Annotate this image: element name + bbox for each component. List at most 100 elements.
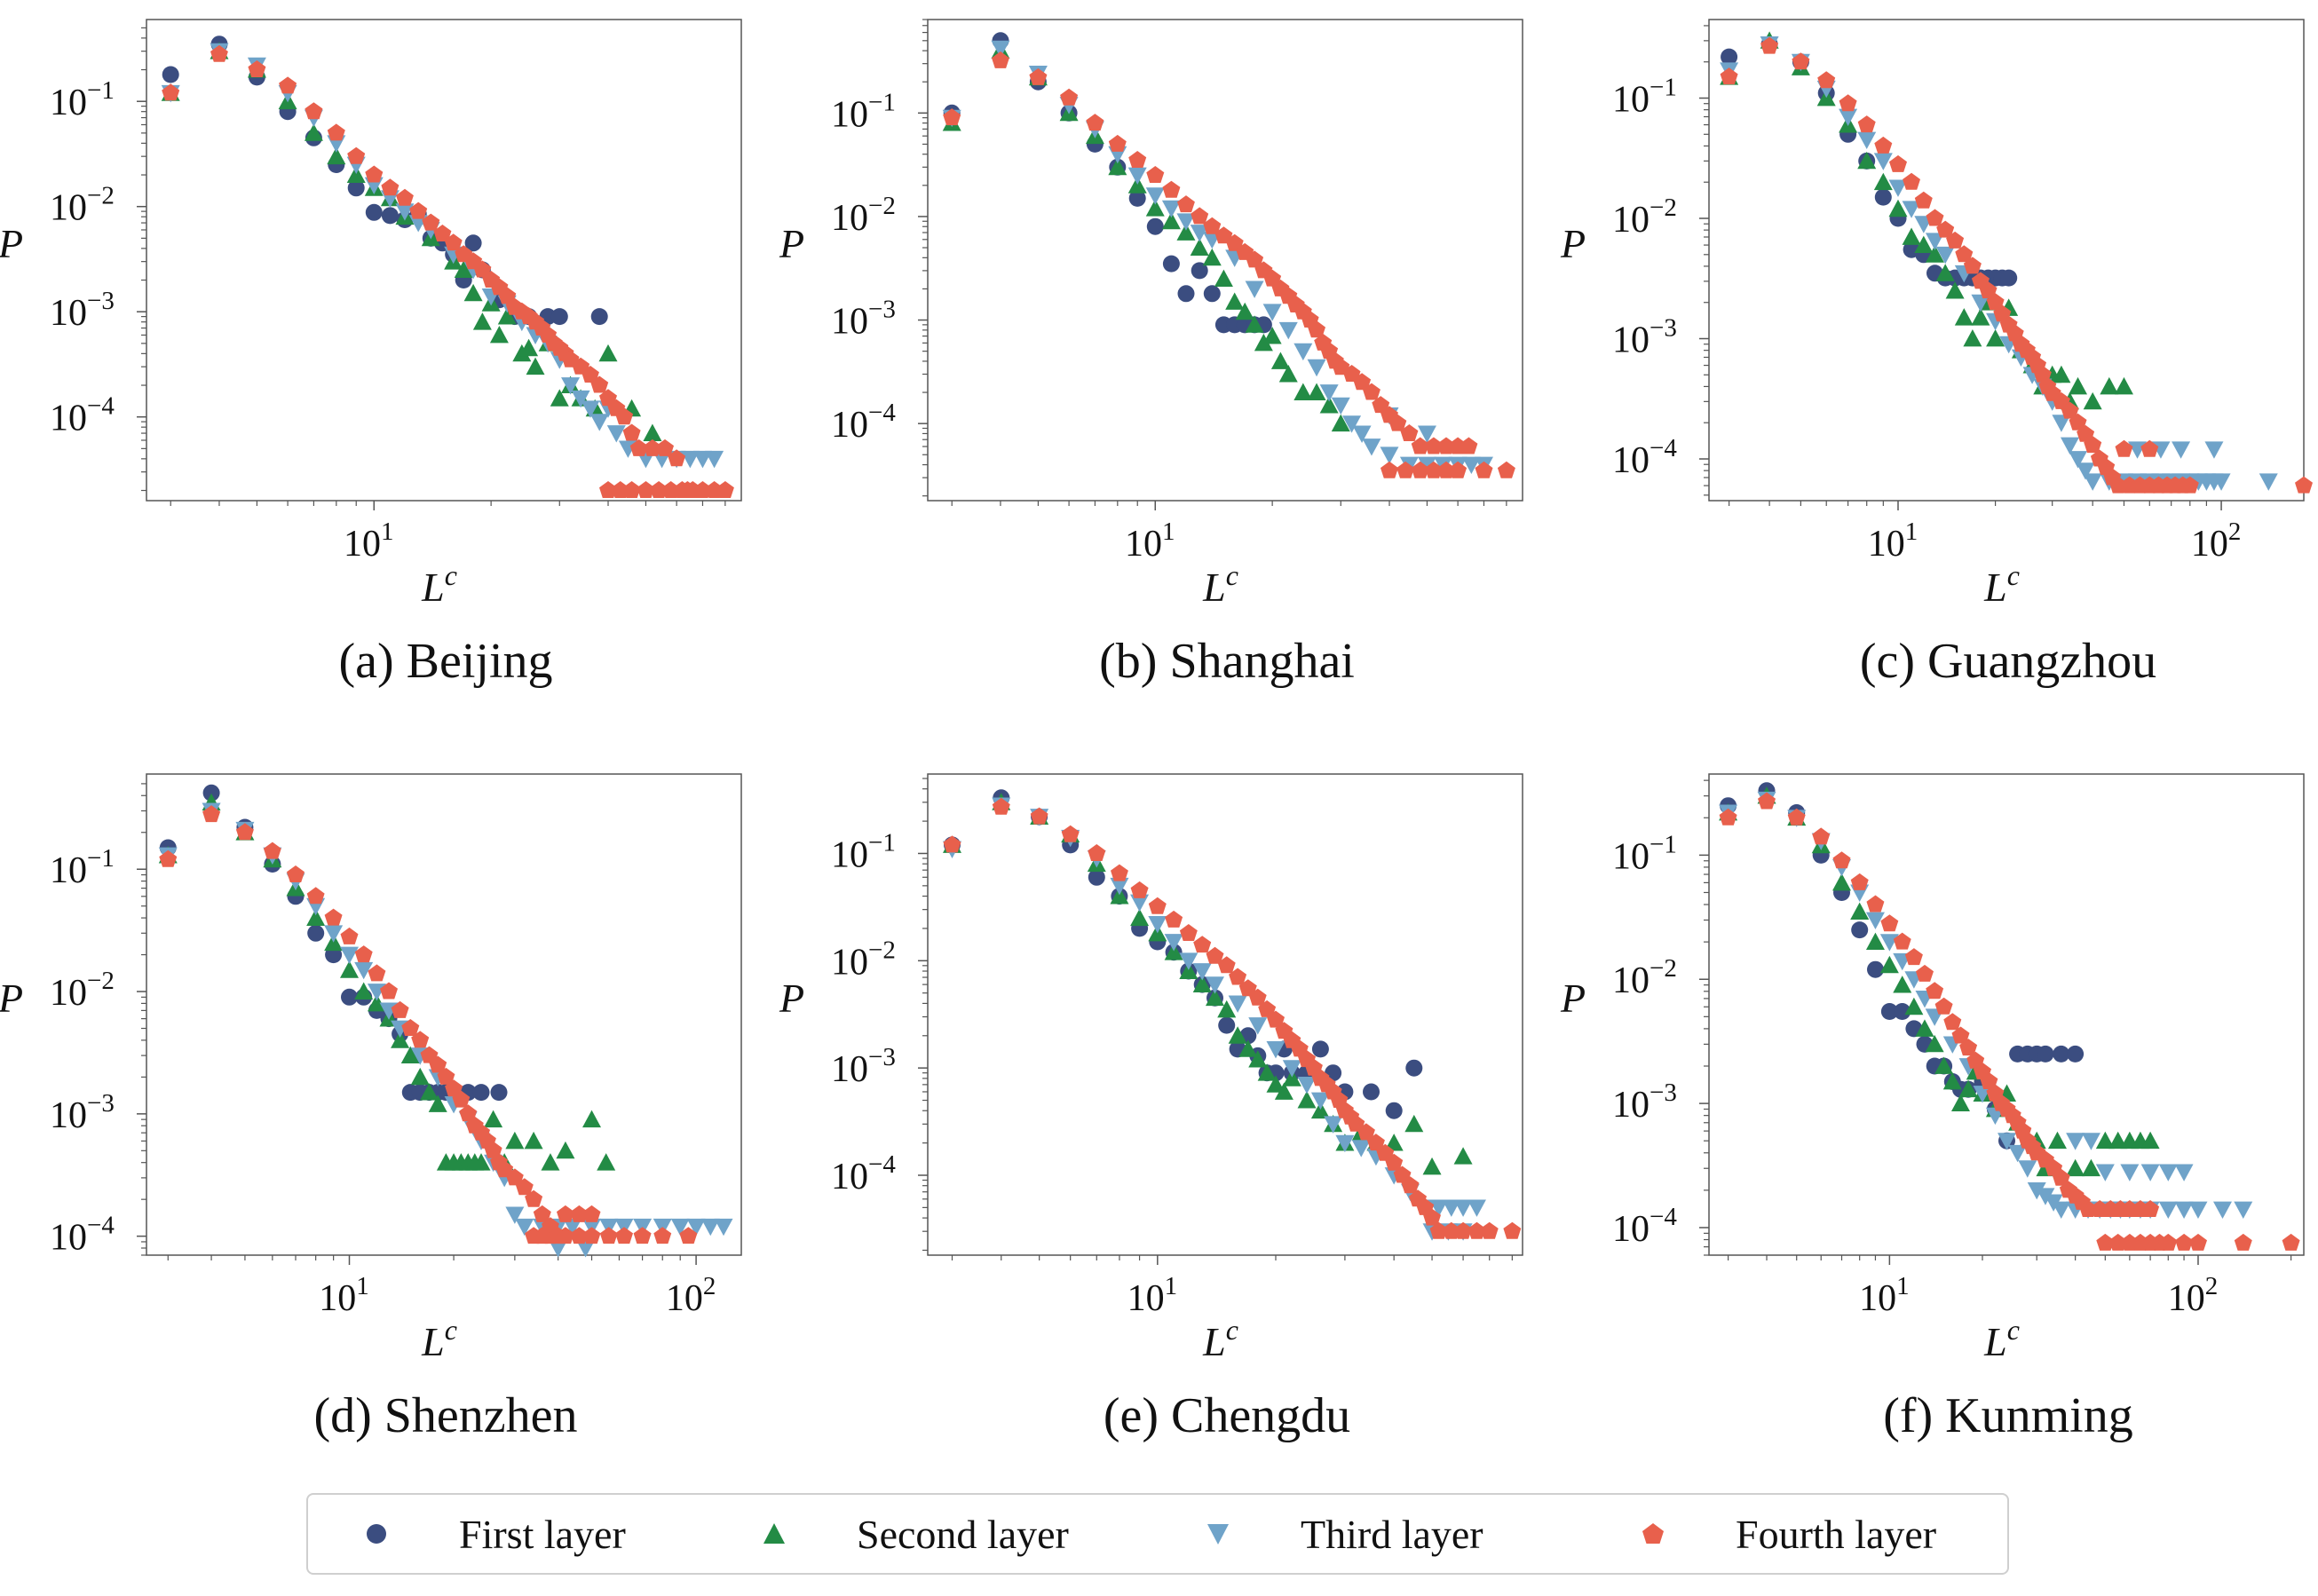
point-second	[1164, 943, 1183, 960]
x-axis-label: Lc	[421, 1314, 457, 1364]
point-fourth	[599, 1227, 618, 1244]
point-second	[2114, 376, 2133, 395]
plot-frame-shanghai	[927, 19, 1523, 502]
point-fourth	[570, 1227, 589, 1244]
point-fourth	[1839, 94, 1857, 112]
point-fourth	[1758, 792, 1776, 810]
legend-label-fourth: Fourth layer	[1736, 1511, 1937, 1557]
point-fourth	[2175, 1233, 2194, 1251]
caption-kunming: (f) Kunming	[1883, 1388, 2133, 1443]
point-second	[1110, 887, 1129, 905]
point-second	[1130, 908, 1150, 927]
point-second	[1274, 1082, 1293, 1100]
point-fourth	[582, 1205, 601, 1222]
x-tick-label: 101	[1868, 518, 1918, 565]
point-second	[1278, 365, 1298, 383]
point-third	[1297, 1076, 1317, 1094]
point-fourth	[1955, 245, 1974, 263]
point-third	[2259, 473, 2278, 491]
y-tick-label: 10−1	[50, 844, 115, 891]
point-fourth	[1850, 873, 1869, 890]
point-third	[2140, 1164, 2160, 1181]
point-fourth	[643, 439, 661, 456]
point-fourth	[162, 83, 180, 101]
point-fourth	[498, 287, 517, 304]
series-fourth-shenzhen	[159, 805, 698, 1244]
point-first	[1203, 285, 1221, 303]
point-first	[472, 1084, 490, 1102]
point-third	[549, 1240, 568, 1258]
point-second	[1176, 223, 1196, 241]
legend-label-third: Third layer	[1301, 1511, 1483, 1557]
point-fourth	[1437, 461, 1455, 478]
point-third	[1973, 1086, 1992, 1103]
point-second	[582, 1110, 602, 1128]
point-fourth	[1366, 1134, 1385, 1151]
point-second	[2081, 1158, 2100, 1177]
panel-guangzhou: 101 102 10−1 10−2 10−3 10−4 Lc P	[1560, 19, 2313, 610]
point-second	[346, 165, 366, 183]
point-first	[2037, 1045, 2054, 1063]
point-second	[2140, 1131, 2160, 1150]
point-fourth	[2159, 1233, 2178, 1251]
point-fourth	[279, 76, 297, 94]
point-second	[1986, 329, 2006, 347]
point-fourth	[1393, 1165, 1412, 1183]
point-third	[2212, 1201, 2232, 1220]
point-fourth	[1381, 461, 1398, 478]
point-third	[991, 40, 1010, 59]
point-third	[680, 450, 700, 469]
caption-chengdu: (e) Chengdu	[1103, 1388, 1351, 1443]
point-fourth	[1424, 437, 1443, 454]
series-second-shanghai	[942, 41, 1350, 432]
point-third	[354, 961, 374, 980]
series-first-beijing	[162, 36, 608, 326]
point-third	[1998, 1133, 2017, 1150]
point-fourth	[557, 1227, 574, 1244]
point-third	[1278, 321, 1298, 340]
point-fourth	[235, 823, 254, 841]
point-third	[1282, 1060, 1301, 1078]
point-second	[1850, 902, 1870, 920]
point-second	[1270, 352, 1290, 369]
point-third	[1362, 439, 1381, 456]
panel-beijing: 101 10−1 10−2 10−3 10−4 Lc P	[0, 19, 742, 610]
series-fourth-shanghai	[943, 51, 1515, 478]
caption-shanghai: (b) Shanghai	[1099, 634, 1355, 689]
point-second	[1888, 199, 1908, 217]
point-fourth	[1926, 982, 1944, 999]
point-third	[1467, 1199, 1486, 1217]
point-third	[2018, 1160, 2037, 1178]
point-second	[2066, 1158, 2085, 1177]
point-first	[1088, 868, 1105, 886]
y-tick-label: 10−4	[831, 1150, 896, 1197]
point-second	[1202, 248, 1222, 266]
x-axis-label: Lc	[421, 559, 457, 610]
point-second	[391, 1031, 410, 1048]
point-second	[1331, 414, 1350, 432]
point-fourth	[2234, 1233, 2252, 1251]
point-fourth	[1946, 231, 1965, 249]
point-second	[1915, 1019, 1934, 1037]
point-second	[550, 389, 569, 407]
minor-ticks-kunming	[1704, 779, 2292, 1260]
point-fourth	[1191, 207, 1209, 225]
point-third	[714, 1218, 733, 1237]
point-fourth	[2282, 1233, 2300, 1251]
plot-frame-guangzhou	[1708, 19, 2305, 502]
point-fourth	[2140, 439, 2159, 457]
series-fourth-guangzhou	[1720, 36, 2313, 494]
point-first	[2053, 1045, 2070, 1063]
point-fourth	[1128, 151, 1147, 168]
point-third	[2036, 1188, 2055, 1205]
series-third-shanghai	[942, 40, 1493, 475]
point-third	[581, 400, 600, 418]
point-third	[2066, 1133, 2085, 1150]
point-fourth	[1401, 1176, 1420, 1194]
point-fourth	[327, 123, 345, 141]
point-first	[1874, 188, 1892, 206]
point-fourth	[354, 945, 373, 963]
point-second	[410, 1067, 430, 1086]
minor-ticks-beijing	[141, 27, 726, 506]
x-tick-label: 101	[344, 518, 394, 565]
